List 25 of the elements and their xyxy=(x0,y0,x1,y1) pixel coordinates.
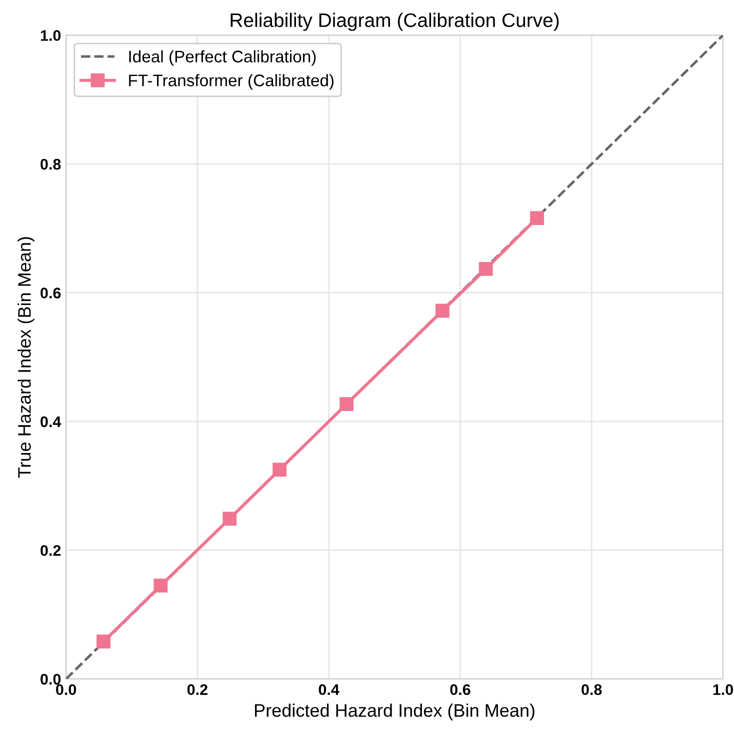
point xyxy=(436,304,450,318)
point xyxy=(478,262,493,276)
x-tick-label: 0.8 xyxy=(582,684,602,696)
y-tick-label: 0.8 xyxy=(40,158,61,170)
y-tick-label: 0.6 xyxy=(40,288,61,298)
y-tick-label: 1.0 xyxy=(40,30,61,41)
x-tick-label: 0.4 xyxy=(318,684,340,696)
y-tick-label: 0.0 xyxy=(40,674,61,685)
point xyxy=(530,211,544,225)
point xyxy=(222,512,237,526)
y-axis-title: True Hazard Index (Bin Mean) xyxy=(18,237,34,478)
y-tick-label: 0.2 xyxy=(40,545,61,556)
x-axis-title: Predicted Hazard Index (Bin Mean) xyxy=(255,704,534,720)
point xyxy=(340,397,354,412)
point xyxy=(272,462,287,477)
legend-label: FT-Transformer (Calibrated) xyxy=(129,74,334,90)
x-tick-label: 0.2 xyxy=(187,684,208,696)
x-tick-label: 0.6 xyxy=(450,684,470,696)
point xyxy=(96,634,110,649)
y-tick-label: 0.4 xyxy=(40,416,62,428)
chart-title: Reliability Diagram (Calibration Curve) xyxy=(230,12,559,31)
point xyxy=(154,578,168,593)
legend-label: Ideal (Perfect Calibration) xyxy=(129,50,316,66)
x-tick-label: 1.0 xyxy=(713,684,733,696)
x-tick-label: 0.0 xyxy=(56,684,76,696)
